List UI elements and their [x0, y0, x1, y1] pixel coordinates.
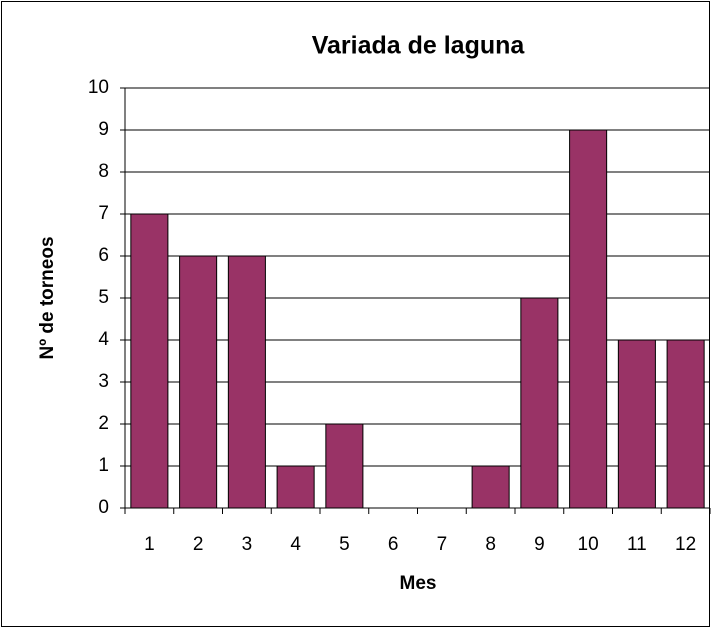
x-tick-label: 5 [339, 534, 350, 555]
y-tick-label: 10 [88, 77, 109, 98]
y-axis-label: Nº de torneos [37, 236, 58, 359]
bar [276, 465, 315, 509]
y-tick-label: 1 [98, 455, 109, 476]
bar [617, 339, 656, 509]
x-tick-label: 2 [193, 534, 204, 555]
chart-title: Variada de laguna [312, 32, 526, 60]
x-tick-label: 6 [388, 534, 399, 555]
x-tick-label: 7 [437, 534, 448, 555]
y-tick-label: 7 [98, 203, 109, 224]
y-tick-label: 8 [98, 161, 109, 182]
bar [471, 465, 510, 509]
x-tick-label: 10 [578, 534, 599, 555]
bar [227, 255, 266, 509]
bar [520, 297, 559, 509]
bar [666, 339, 705, 509]
x-axis-label: Mes [400, 573, 437, 594]
bar [569, 129, 608, 509]
x-tick-label: 9 [534, 534, 545, 555]
y-tick-label: 9 [98, 119, 109, 140]
bar [325, 423, 364, 509]
bar [130, 213, 169, 509]
y-tick-label: 3 [98, 371, 109, 392]
x-tick-label: 4 [290, 534, 301, 555]
x-tick-label: 8 [485, 534, 496, 555]
y-tick-label: 0 [98, 497, 109, 518]
x-tick-label: 3 [242, 534, 253, 555]
bar [179, 255, 218, 509]
y-tick-label: 5 [98, 287, 109, 308]
x-tick-label: 11 [627, 534, 647, 555]
x-tick-label: 1 [144, 534, 155, 555]
y-tick-label: 4 [98, 329, 109, 350]
y-tick-label: 2 [98, 413, 109, 434]
x-tick-label: 12 [675, 534, 696, 555]
y-tick-label: 6 [98, 245, 109, 266]
